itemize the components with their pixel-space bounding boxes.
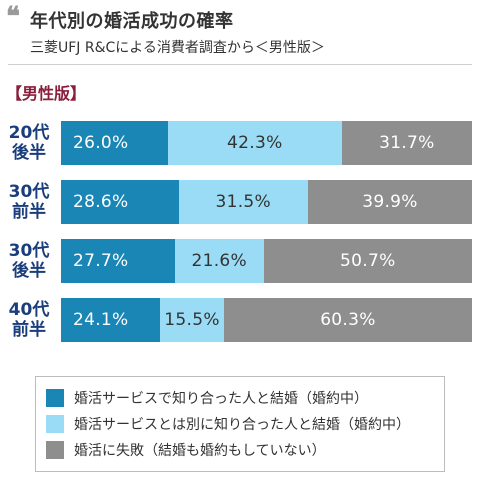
category-label-line: 40代: [8, 300, 50, 320]
legend-label: 婚活サービスとは別に知り合った人と結婚（婚約中）: [74, 417, 410, 433]
category-label: 20代 後半: [4, 123, 54, 163]
category-label-line: 30代: [8, 241, 50, 261]
data-label: 15.5%: [164, 310, 220, 330]
data-label: 27.7%: [73, 251, 129, 271]
data-label: 31.7%: [379, 133, 435, 153]
bar-row: 24.1% 15.5% 60.3%: [61, 298, 472, 342]
legend-swatch: [46, 441, 64, 459]
bar-segment: 24.1%: [61, 298, 161, 342]
data-label: 28.6%: [73, 192, 129, 212]
category-label-line: 前半: [12, 320, 46, 340]
data-label: 26.0%: [73, 133, 129, 153]
data-label: 42.3%: [227, 133, 283, 153]
bar-segment: 31.7%: [341, 121, 472, 165]
data-label: 39.9%: [362, 192, 418, 212]
bar-row: 28.6% 31.5% 39.9%: [61, 180, 472, 224]
data-label: 21.6%: [191, 251, 247, 271]
data-label: 31.5%: [215, 192, 272, 212]
bar-row: 26.0% 42.3% 31.7%: [61, 121, 472, 165]
legend-swatch: [46, 415, 64, 433]
category-label: 30代 後半: [4, 241, 54, 281]
bar-row: 27.7% 21.6% 50.7%: [61, 239, 472, 283]
divider: [8, 64, 472, 65]
category-label-line: 20代: [8, 123, 50, 143]
legend-item: 婚活サービスとは別に知り合った人と結婚（婚約中）: [46, 411, 434, 437]
bar-segment: 21.6%: [174, 239, 264, 283]
data-label: 50.7%: [340, 251, 396, 271]
bar-segment: 15.5%: [160, 298, 224, 342]
legend-swatch: [46, 389, 64, 407]
bar-segment: 27.7%: [61, 239, 175, 283]
legend-item: 婚活に失敗（結婚も婚約もしていない）: [46, 437, 434, 463]
bar-segment: 39.9%: [307, 180, 472, 224]
legend-label: 婚活に失敗（結婚も婚約もしていない）: [74, 443, 326, 459]
bar-segment: 50.7%: [263, 239, 472, 283]
bar-segment: 31.5%: [178, 180, 308, 224]
category-label-line: 前半: [12, 202, 46, 222]
data-label: 24.1%: [73, 310, 129, 330]
legend-item: 婚活サービスで知り合った人と結婚（婚約中）: [46, 385, 434, 411]
bar-segment: 60.3%: [223, 298, 472, 342]
category-label-line: 後半: [12, 261, 46, 281]
bar-segment: 26.0%: [61, 121, 168, 165]
data-label: 60.3%: [320, 310, 376, 330]
legend: 婚活サービスで知り合った人と結婚（婚約中） 婚活サービスとは別に知り合った人と結…: [35, 376, 445, 472]
bar-segment: 28.6%: [61, 180, 179, 224]
category-label: 40代 前半: [4, 300, 54, 340]
category-label: 30代 前半: [4, 182, 54, 222]
section-label: 【男性版】: [6, 84, 87, 103]
category-label-line: 30代: [8, 182, 50, 202]
chart-subtitle: 三菱UFJ R&Cによる消費者調査から＜男性版＞: [30, 40, 325, 56]
chart-title: 年代別の婚活成功の確率: [30, 11, 234, 32]
bar-segment: 42.3%: [167, 121, 342, 165]
quote-icon: ❝: [6, 2, 20, 32]
category-label-line: 後半: [12, 143, 46, 163]
legend-label: 婚活サービスで知り合った人と結婚（婚約中）: [74, 391, 368, 407]
